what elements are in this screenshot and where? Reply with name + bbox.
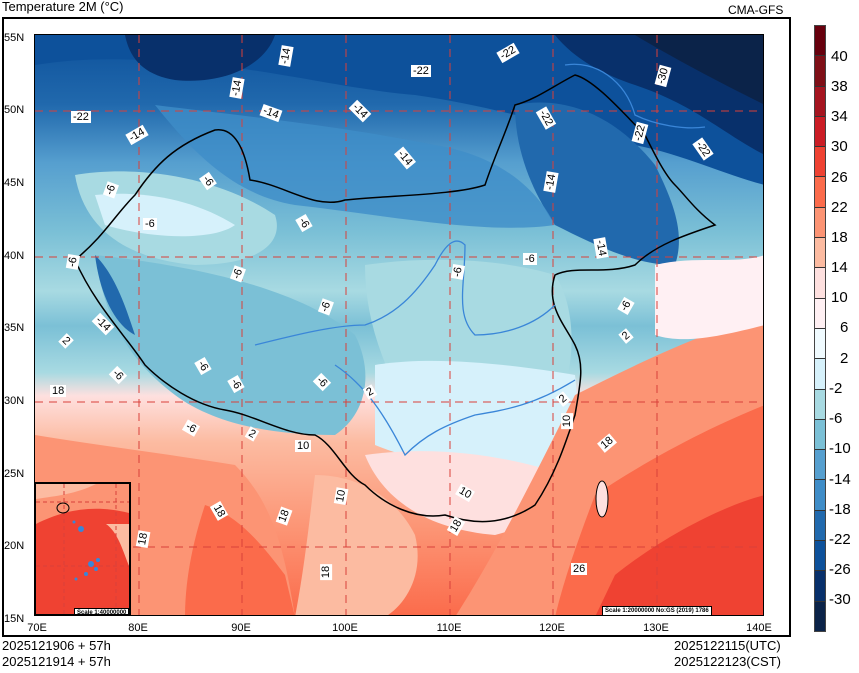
colorbar-segment xyxy=(815,359,825,390)
longitude-label: 70E xyxy=(27,622,47,634)
colorbar-segment xyxy=(815,177,825,208)
colorbar-tick-label: 14 xyxy=(831,259,848,276)
colorbar-tick-label: 22 xyxy=(831,199,848,216)
colorbar-segment xyxy=(815,147,825,178)
map-scale: Scale 1:20000000 No:GS (2019) 1786 xyxy=(602,606,712,615)
contour-label: -22 xyxy=(71,111,91,123)
latitude-label: 15N xyxy=(4,613,25,625)
contour-label: -6 xyxy=(143,218,157,230)
colorbar-segment xyxy=(815,207,825,239)
colorbar-segment xyxy=(815,389,825,420)
colorbar-tick-label: 38 xyxy=(831,78,848,95)
colorbar-segment xyxy=(815,268,825,299)
colorbar-tick-label: -2 xyxy=(829,380,843,397)
latitude-label: 55N xyxy=(4,32,25,44)
colorbar-segment xyxy=(815,328,825,360)
longitude-label: 90E xyxy=(231,622,251,634)
colorbar-segment xyxy=(815,26,825,57)
colorbar-tick-label: -30 xyxy=(829,591,851,608)
colorbar-segment xyxy=(815,541,825,572)
longitude-label: 80E xyxy=(128,622,148,634)
inset-scale: Scale 1:40000000 xyxy=(74,608,129,614)
contour-label: -6 xyxy=(65,254,80,270)
colorbar-segment xyxy=(815,571,825,602)
colorbar-tick-label: 26 xyxy=(831,169,848,186)
colorbar-tick-label: -6 xyxy=(829,410,843,427)
latitude-label: 45N xyxy=(4,177,25,189)
colorbar-tick-label: 2 xyxy=(840,350,849,367)
inset-map xyxy=(36,484,129,614)
colorbar-segment xyxy=(815,480,825,511)
colorbar-tick-label: 34 xyxy=(831,108,848,125)
latitude-label: 20N xyxy=(4,540,25,552)
colorbar-segment xyxy=(815,298,825,329)
contour-label: -6 xyxy=(450,264,465,280)
colorbar-segment xyxy=(815,86,825,117)
temperature-field xyxy=(35,35,763,615)
colorbar-tick-label: 40 xyxy=(831,48,848,65)
valid-time-cst: 2025122123(CST) xyxy=(674,654,781,669)
longitude-label: 100E xyxy=(332,622,358,634)
colorbar-segment xyxy=(815,450,825,481)
colorbar-segment xyxy=(815,601,825,631)
chart-title: Temperature 2M (°C) xyxy=(2,0,124,14)
latitude-label: 30N xyxy=(4,395,25,407)
temperature-map: -22 -14 -14 -14 -14 -14 -14 -22 -22 -22 -30 -22 -22-… xyxy=(34,34,764,616)
contour-label: 26 xyxy=(571,563,588,575)
init-time-utc: 2025121906 + 57h xyxy=(2,638,111,653)
latitude-label: 50N xyxy=(4,104,25,116)
colorbar-segment xyxy=(815,510,825,542)
colorbar-tick-label: -18 xyxy=(829,501,851,518)
latitude-label: 40N xyxy=(4,250,25,262)
contour-label: -22 xyxy=(411,65,431,77)
colorbar-tick-label: 18 xyxy=(831,229,848,246)
colorbar-segment xyxy=(815,116,825,148)
init-time-cst: 2025121914 + 57h xyxy=(2,654,111,669)
longitude-label: 140E xyxy=(746,622,772,634)
contour-label: 18 xyxy=(50,385,67,397)
colorbar-tick-label: 10 xyxy=(831,289,848,306)
contour-label: 10 xyxy=(561,412,574,430)
contour-label: -6 xyxy=(523,253,537,265)
colorbar-tick-label: 6 xyxy=(840,319,849,336)
colorbar-tick-label: 30 xyxy=(831,138,848,155)
colorbar-segment xyxy=(815,419,825,451)
south-china-sea-inset: Scale 1:40000000 xyxy=(34,482,131,616)
colorbar-tick-label: -22 xyxy=(829,531,851,548)
longitude-label: 130E xyxy=(643,622,669,634)
longitude-label: 120E xyxy=(539,622,565,634)
colorbar-segment xyxy=(815,238,825,269)
colorbar-segment xyxy=(815,56,825,87)
colorbar-tick-label: -10 xyxy=(829,440,851,457)
model-source: CMA-GFS xyxy=(728,3,784,17)
colorbar xyxy=(814,25,826,632)
valid-time-utc: 2025122115(UTC) xyxy=(674,638,781,653)
contour-label: 10 xyxy=(295,440,312,452)
colorbar-tick-label: -14 xyxy=(829,471,851,488)
latitude-label: 35N xyxy=(4,322,25,334)
colorbar-tick-label: -26 xyxy=(829,561,851,578)
latitude-label: 25N xyxy=(4,468,25,480)
contour-label: 18 xyxy=(320,563,333,581)
longitude-label: 110E xyxy=(436,622,462,634)
